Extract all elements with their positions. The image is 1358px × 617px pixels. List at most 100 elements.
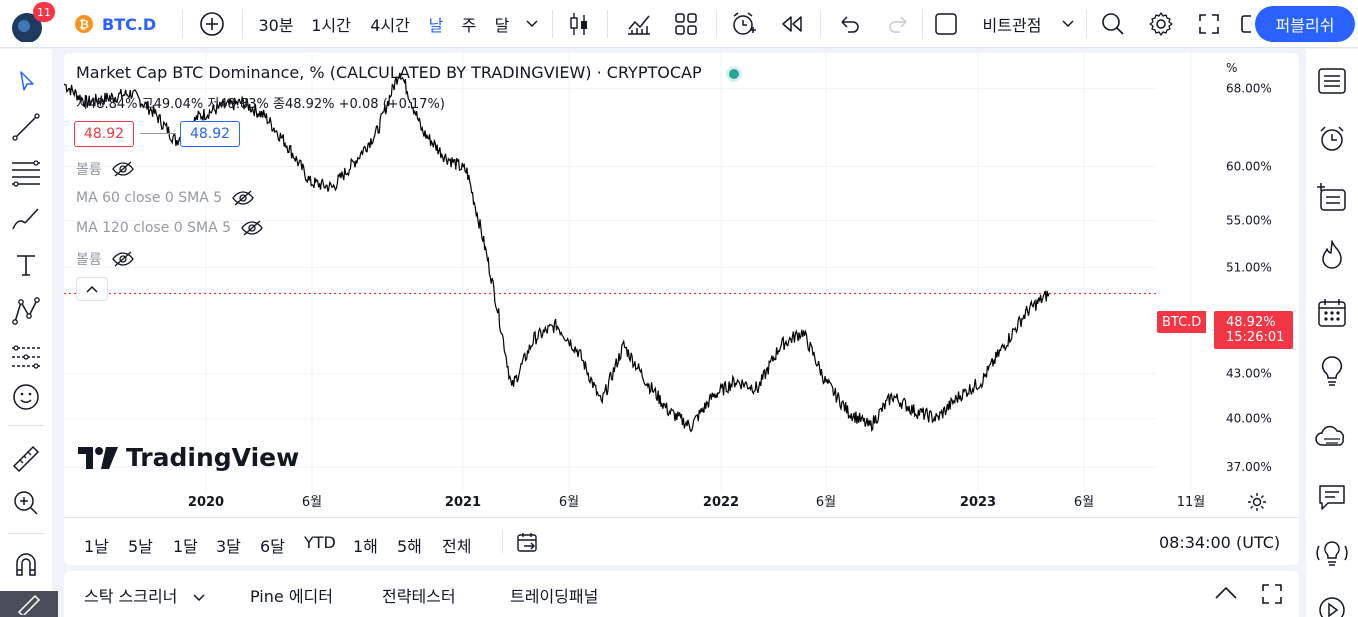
eye-crossed-icon[interactable] [111, 250, 134, 268]
watchlist-button[interactable] [1312, 61, 1352, 101]
chart-panel[interactable]: 68.00% 60.00% 55.00% 51.00% 43.00% 40.00% 37.0… [64, 53, 1299, 565]
indicator-ma60[interactable]: MA 60 close 0 SMA 5 [76, 189, 254, 207]
indicator-volume[interactable]: 볼륨 [76, 159, 134, 179]
messages-button[interactable] [1312, 477, 1352, 517]
brush-tool[interactable] [6, 199, 46, 239]
calendar-button[interactable] [1312, 293, 1352, 333]
symbol-title[interactable]: Market Cap BTC Dominance, % (CALCULATED … [76, 63, 739, 82]
utc-clock[interactable]: 08:34:00 (UTC) [1159, 533, 1281, 552]
magnet-tool[interactable] [6, 545, 46, 585]
y-axis: 68.00% 60.00% 55.00% 51.00% 43.00% 40.00% 37.0… [1226, 82, 1272, 475]
chevron-down-icon [192, 594, 205, 602]
x-tick-label: 6월 [302, 495, 322, 510]
eye-crossed-icon[interactable] [232, 189, 254, 207]
range-1d[interactable]: 1날 [84, 537, 109, 556]
alerts-button[interactable] [1312, 119, 1352, 159]
range-ytd[interactable]: YTD [304, 533, 336, 552]
indicators-button[interactable] [622, 0, 656, 48]
streams-button[interactable] [1312, 589, 1352, 617]
bar-countdown: 15:26:01 [1226, 330, 1285, 345]
layout-name[interactable]: 비트관점 [982, 16, 1042, 35]
text-tool[interactable] [6, 245, 46, 285]
chats-button[interactable] [1312, 419, 1352, 459]
smiley-icon [13, 384, 39, 410]
pattern-tool[interactable] [6, 291, 46, 331]
x-tick-label: 2022 [703, 495, 739, 510]
redo-button[interactable] [882, 0, 914, 48]
series-line [64, 72, 1050, 433]
interval-day[interactable]: 날 [428, 16, 444, 35]
sell-price-button[interactable]: 48.92 [74, 121, 134, 147]
maximize-panel-button[interactable] [1261, 583, 1283, 609]
tab-strategy-tester[interactable]: 전략테스터 [382, 587, 456, 606]
compare-symbol-button[interactable] [196, 0, 228, 48]
icon-tool[interactable] [6, 377, 46, 417]
snapshot-button[interactable] [1236, 0, 1252, 48]
fullscreen-button[interactable] [1192, 0, 1226, 48]
trendline-tool[interactable] [6, 107, 46, 147]
ruler-tool[interactable] [6, 439, 46, 479]
zoom-tool[interactable] [6, 483, 46, 523]
indicator-label: 볼륨 [76, 252, 102, 268]
interval-4h[interactable]: 4시간 [370, 16, 410, 35]
x-tick-label: 6월 [816, 495, 836, 510]
range-6m[interactable]: 6달 [260, 537, 285, 556]
search-button[interactable] [1096, 0, 1130, 48]
expand-panel-button[interactable] [1214, 585, 1238, 605]
lightbulb-icon [1321, 356, 1343, 386]
fib-tool[interactable] [6, 153, 46, 193]
user-avatar[interactable] [6, 0, 50, 48]
range-1m[interactable]: 1달 [173, 537, 198, 556]
notification-badge: 11 [33, 2, 55, 22]
range-all[interactable]: 전체 [442, 537, 472, 556]
collapse-legend-button[interactable] [76, 277, 108, 301]
settings-button[interactable] [1144, 0, 1178, 48]
tab-pine-editor[interactable]: Pine 에디터 [250, 587, 333, 606]
brush-icon [12, 208, 39, 230]
hotlists-button[interactable] [1312, 235, 1352, 275]
indicator-ma120[interactable]: MA 120 close 0 SMA 5 [76, 219, 263, 237]
layout-button[interactable] [670, 0, 702, 48]
zoom-in-icon [14, 491, 38, 515]
range-3m[interactable]: 3달 [216, 537, 241, 556]
price-chart[interactable]: 68.00% 60.00% 55.00% 51.00% 43.00% 40.00% 37.0… [64, 53, 1299, 565]
ideas-button[interactable] [1312, 351, 1352, 391]
chevron-down-icon [1062, 20, 1074, 28]
cursor-arrow-icon [20, 71, 34, 91]
eye-crossed-icon[interactable] [241, 219, 263, 237]
interval-30m[interactable]: 30분 [258, 16, 294, 35]
layout-toggle-button[interactable] [930, 0, 962, 48]
layout-dropdown[interactable] [1058, 0, 1078, 48]
spread-line [140, 133, 176, 134]
prediction-tool[interactable] [6, 337, 46, 377]
range-1y[interactable]: 1해 [353, 537, 378, 556]
buy-price-button[interactable]: 48.92 [180, 121, 240, 147]
top-toolbar: 11 ₿ BTC.D 30분 1시간 4시간 날 주 달 비트관점 [0, 0, 1358, 48]
publish-button[interactable]: 퍼블리쉬 [1255, 6, 1355, 42]
chart-type-button[interactable] [563, 0, 595, 48]
interval-month[interactable]: 달 [494, 16, 510, 35]
symbol-search-button[interactable]: ₿ BTC.D [74, 0, 164, 48]
axis-settings-button[interactable] [1246, 491, 1268, 517]
cursor-tool[interactable] [6, 61, 46, 101]
alert-button[interactable] [728, 0, 760, 48]
replay-button[interactable] [776, 0, 808, 48]
lock-drawings-tool[interactable] [0, 591, 58, 617]
eye-crossed-icon[interactable] [111, 160, 134, 178]
y-tick-label: 60.00% [1226, 159, 1272, 173]
indicator-volume-2[interactable]: 볼륨 [76, 249, 134, 269]
interval-dropdown[interactable] [522, 0, 542, 48]
undo-button[interactable] [834, 0, 866, 48]
interval-week[interactable]: 주 [461, 16, 477, 35]
tab-stock-screener[interactable]: 스탁 스크리너 [84, 583, 205, 607]
avatar-icon [12, 13, 42, 42]
range-5d[interactable]: 5날 [128, 537, 153, 556]
pencil-ruler-icon [17, 594, 41, 615]
object-tree-button[interactable] [1312, 177, 1352, 217]
range-5y[interactable]: 5해 [397, 537, 422, 556]
interval-1h[interactable]: 1시간 [311, 16, 351, 35]
idea-broadcast-icon [1316, 541, 1348, 566]
tab-trading-panel[interactable]: 트레이딩패널 [510, 587, 599, 606]
goto-date-button[interactable] [516, 531, 540, 557]
help-button[interactable] [1312, 533, 1352, 573]
